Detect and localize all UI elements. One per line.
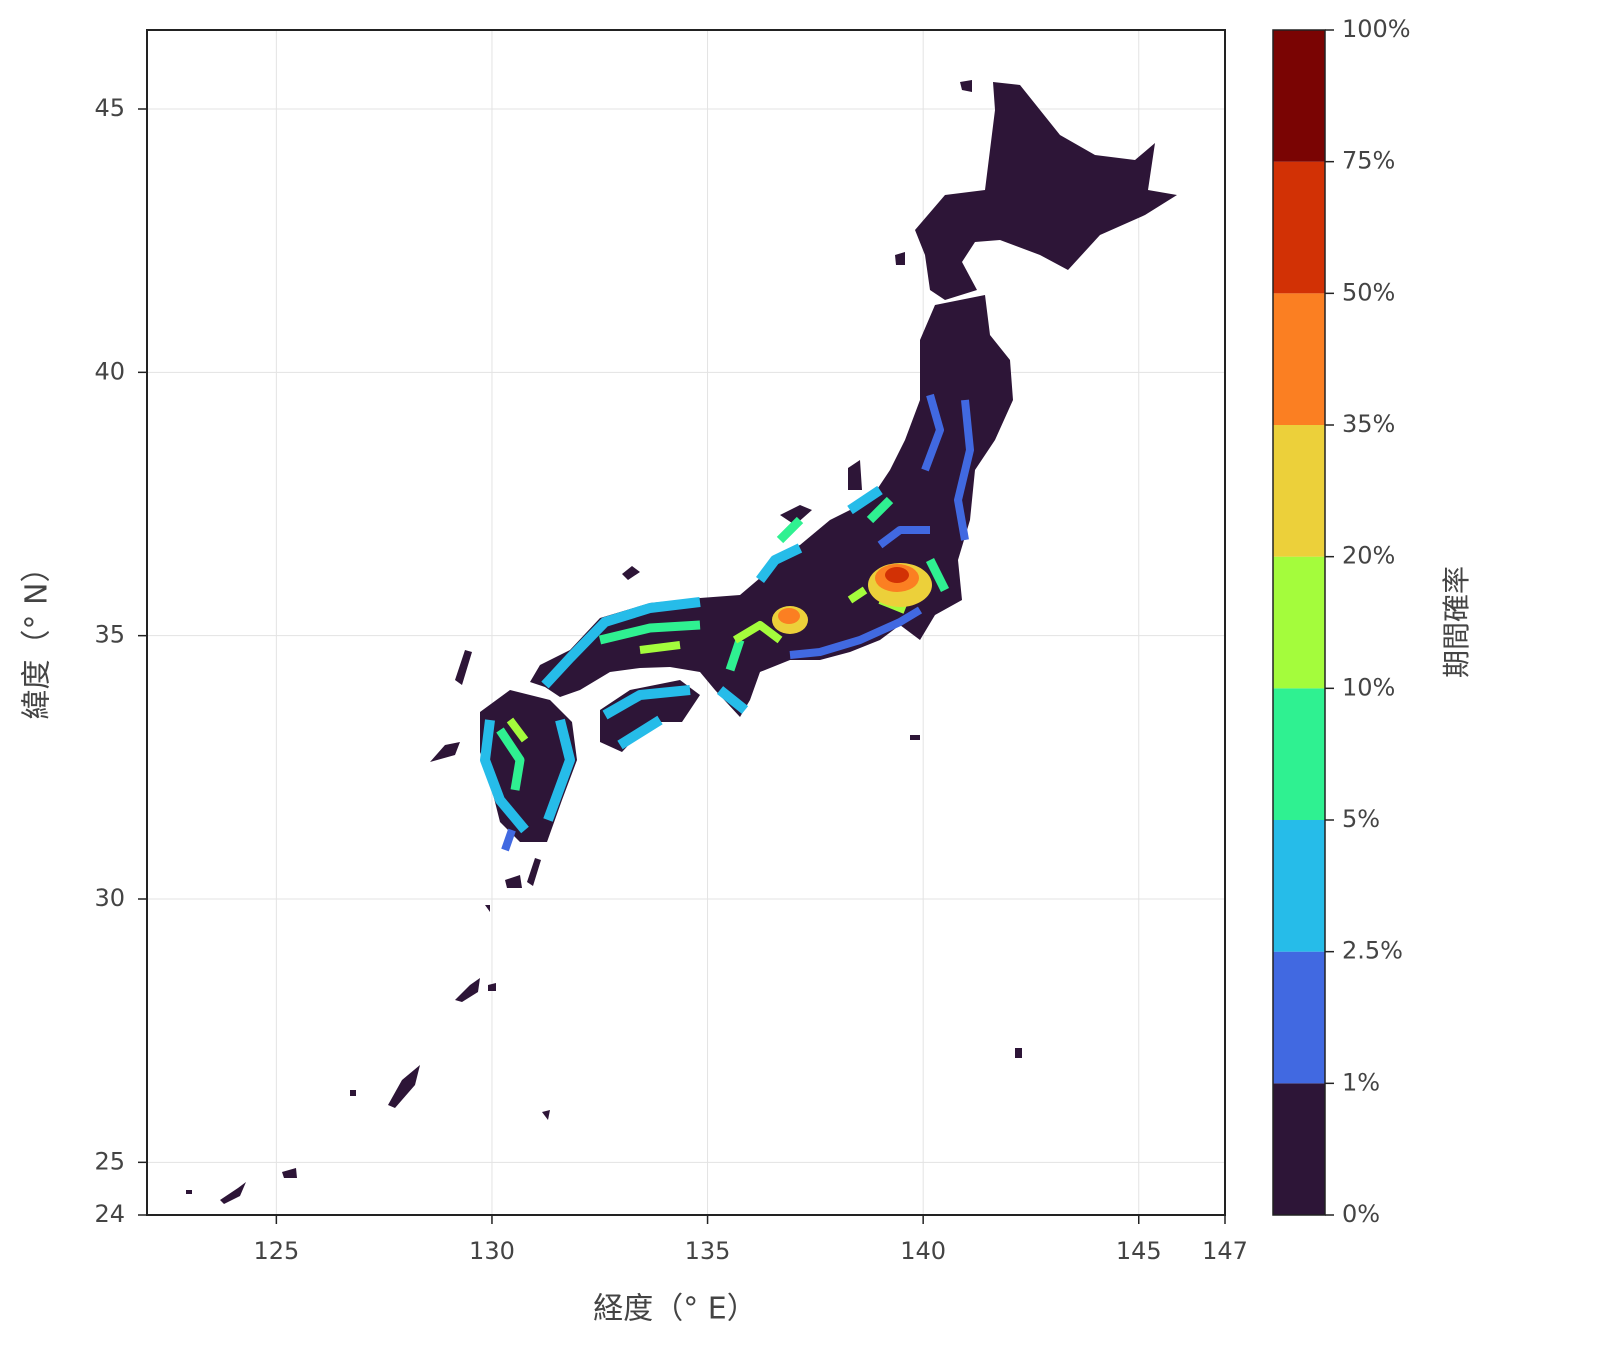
plot-frame	[146, 29, 1226, 1216]
patch-lime	[506, 586, 907, 743]
honshu	[530, 295, 1013, 717]
colorbar-tick-label: 10%	[1342, 673, 1395, 701]
hazard-patches	[480, 393, 974, 852]
colorbar-frame	[1272, 29, 1326, 1216]
colorbar-tick-label: 50%	[1342, 278, 1395, 306]
colorbar-segment	[1273, 161, 1325, 294]
x-tick-label: 147	[1202, 1237, 1248, 1265]
colorbar-tick-label: 35%	[1342, 410, 1395, 438]
y-tick-label: 30	[94, 884, 125, 912]
colorbar-tick-label: 0%	[1342, 1200, 1380, 1228]
patch-red	[885, 567, 909, 583]
colorbar-segment	[1273, 951, 1325, 1084]
y-tick-label: 40	[94, 357, 125, 385]
colorbar-segment	[1273, 1083, 1325, 1215]
hokkaido	[915, 82, 1177, 300]
x-axis-label: 経度（° E）	[593, 1292, 757, 1327]
colorbar-segment	[1273, 556, 1325, 689]
map	[186, 80, 1177, 1204]
patch-blue	[501, 393, 974, 852]
colorbar-segment	[1273, 293, 1325, 425]
y-tick-label: 24	[94, 1200, 125, 1228]
colorbar-segment	[1273, 30, 1325, 162]
colorbar-tick-label: 1%	[1342, 1068, 1380, 1096]
axes: 125 130 135 140 145 147 24 25 30 35 40 45	[94, 94, 1247, 1265]
x-tick-label: 130	[469, 1237, 515, 1265]
x-tick-label: 140	[900, 1237, 946, 1265]
colorbar-segment	[1273, 425, 1325, 557]
colorbar: 0% 1% 2.5% 5% 10% 20% 35% 50% 75% 100%	[1272, 15, 1411, 1228]
y-tick-label: 25	[94, 1147, 125, 1175]
x-tick-label: 125	[253, 1237, 299, 1265]
land	[186, 80, 1177, 1204]
kyushu	[480, 690, 577, 842]
x-tick-label: 135	[685, 1237, 731, 1265]
x-tick-label: 145	[1116, 1237, 1162, 1265]
patch-orange	[778, 608, 800, 624]
colorbar-tick-label: 75%	[1342, 147, 1395, 175]
colorbar-tick-label: 100%	[1342, 15, 1411, 43]
y-tick-label: 35	[94, 621, 125, 649]
colorbar-segment	[1273, 820, 1325, 952]
colorbar-tick-label: 5%	[1342, 805, 1380, 833]
colorbar-tick-label: 2.5%	[1342, 937, 1403, 965]
colorbar-tick-label: 20%	[1342, 542, 1395, 570]
patch-cyan	[480, 485, 883, 834]
y-tick-label: 45	[94, 94, 125, 122]
patch-green	[496, 496, 950, 791]
y-axis-label: 緯度（° N）	[20, 553, 55, 720]
colorbar-label: 期間確率	[1440, 566, 1473, 678]
colorbar-segment	[1273, 688, 1325, 820]
